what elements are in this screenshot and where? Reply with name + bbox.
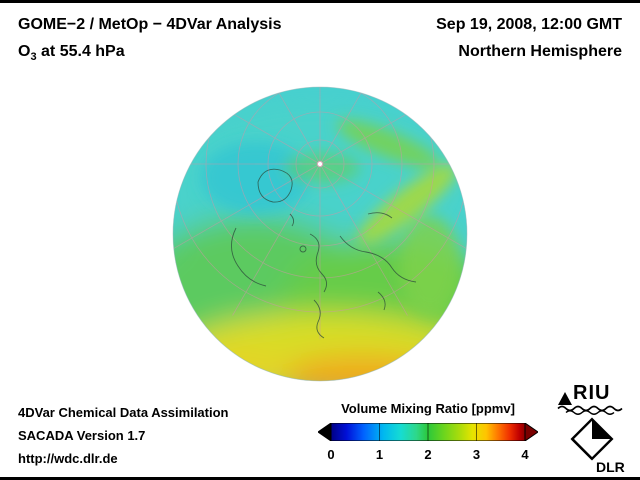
colorbar-left-arrow [318,423,332,441]
figure-title: GOME−2 / MetOp − 4DVar Analysis O3 at 55… [18,11,282,71]
dlr-logo-icon [570,417,614,461]
credits: 4DVar Chemical Data Assimilation SACADA … [18,401,229,470]
colorbar-right-arrow [524,423,538,441]
title-line1: GOME−2 / MetOp − 4DVar Analysis [18,16,282,33]
title-line2: O3 at 55.4 hPa [18,38,282,71]
tick-label-3: 3 [472,447,481,462]
credit-line-version: SACADA Version 1.7 [18,428,146,443]
o3-subscript: 3 [30,51,37,64]
riu-logo-text: RIU [573,382,611,404]
globe-map [172,86,468,382]
colorbar: Volume Mixing Ratio [ppmv] [318,401,538,463]
tick-label-2: 2 [424,447,432,462]
colorbar-tick-marks [379,423,477,441]
globe-disk [173,87,467,381]
globe-rim [172,86,468,382]
figure-meta: Sep 19, 2008, 12:00 GMT Northern Hemisph… [436,11,622,65]
colorbar-scale [318,423,538,441]
riu-logo-icon [557,392,623,415]
credit-line-url: http://wdc.dlr.de [18,451,118,466]
region-label: Northern Hemisphere [458,43,622,60]
pressure-level: at 55.4 hPa [36,43,125,60]
dlr-logo: DLR [566,417,632,477]
o3-symbol: O [18,43,31,60]
tick-label-0: 0 [327,447,335,462]
ozone-field-detail [201,120,460,316]
datetime-label: Sep 19, 2008, 12:00 GMT [436,16,622,33]
tick-label-4: 4 [521,447,529,462]
dlr-logo-text: DLR [596,459,625,475]
colorbar-tick-labels: 0 1 2 3 4 [318,447,538,463]
credit-line-assimilation: 4DVar Chemical Data Assimilation [18,405,229,420]
coastlines [231,168,417,339]
tick-label-1: 1 [375,447,384,462]
riu-logo: RIU [556,382,632,415]
north-pole-marker [316,160,324,168]
colorbar-title: Volume Mixing Ratio [ppmv] [341,401,515,416]
